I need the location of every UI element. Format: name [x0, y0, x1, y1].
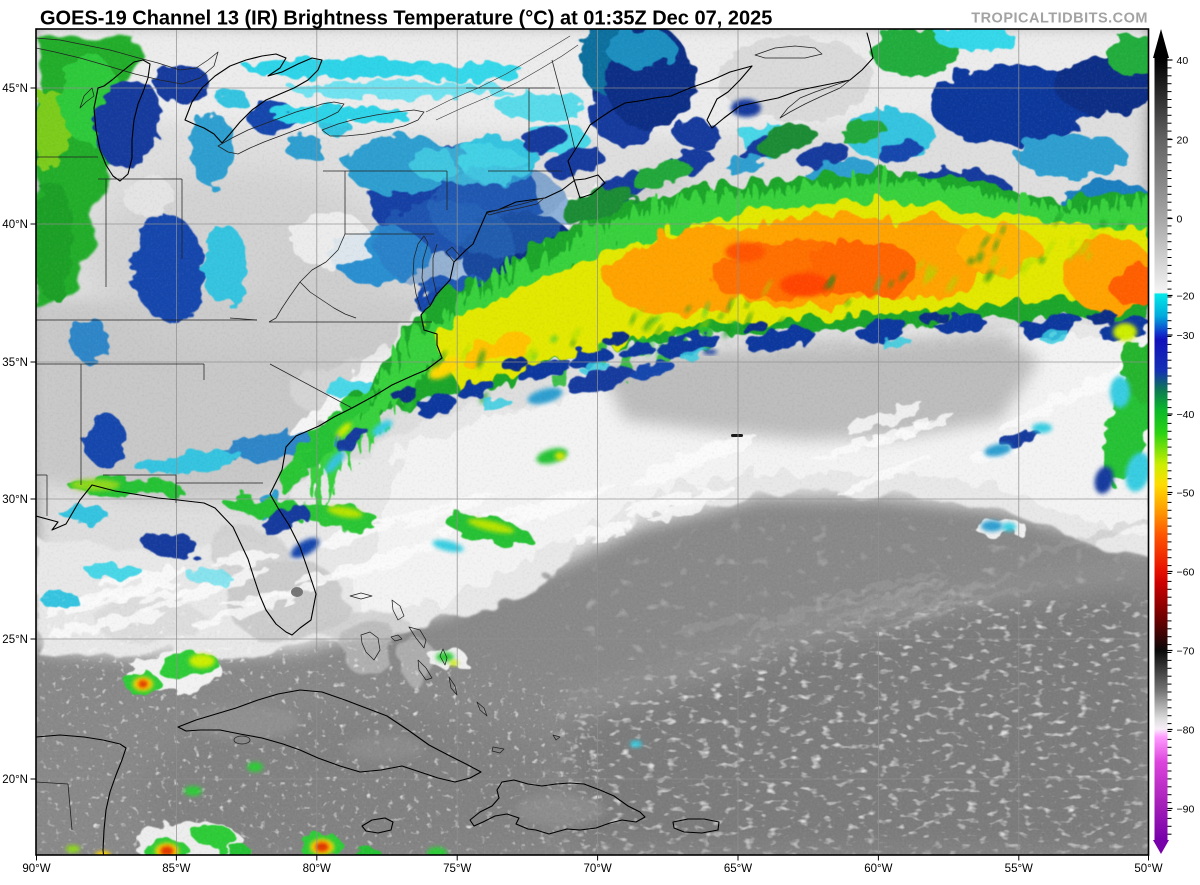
svg-text:TROPICALTIDBITS.COM: TROPICALTIDBITS.COM	[971, 11, 1148, 27]
svg-text:45°N: 45°N	[2, 83, 28, 95]
svg-text:20°N: 20°N	[2, 774, 28, 786]
svg-text:35°N: 35°N	[2, 357, 28, 369]
svg-text:−30: −30	[1177, 330, 1195, 342]
svg-text:70°W: 70°W	[583, 863, 611, 875]
svg-text:85°W: 85°W	[162, 863, 190, 875]
svg-text:−40: −40	[1177, 409, 1195, 421]
svg-text:75°W: 75°W	[443, 863, 471, 875]
svg-text:60°W: 60°W	[864, 863, 892, 875]
svg-text:20: 20	[1177, 135, 1189, 147]
svg-text:25°N: 25°N	[2, 634, 28, 646]
svg-text:90°W: 90°W	[22, 863, 50, 875]
svg-text:−80: −80	[1177, 725, 1195, 737]
svg-text:50°W: 50°W	[1134, 863, 1162, 875]
svg-text:−70: −70	[1177, 646, 1195, 658]
svg-text:80°W: 80°W	[303, 863, 331, 875]
svg-text:−50: −50	[1177, 488, 1195, 500]
svg-text:GOES-19 Channel 13 (IR) Bright: GOES-19 Channel 13 (IR) Brightness Tempe…	[40, 8, 772, 30]
svg-text:40°N: 40°N	[2, 219, 28, 231]
svg-text:0: 0	[1177, 214, 1183, 226]
svg-text:30°N: 30°N	[2, 494, 28, 506]
svg-text:55°W: 55°W	[1005, 863, 1033, 875]
svg-text:65°W: 65°W	[724, 863, 752, 875]
svg-text:−20: −20	[1177, 291, 1195, 303]
svg-text:−60: −60	[1177, 567, 1195, 579]
svg-text:−90: −90	[1177, 804, 1195, 816]
svg-text:40: 40	[1177, 55, 1189, 67]
